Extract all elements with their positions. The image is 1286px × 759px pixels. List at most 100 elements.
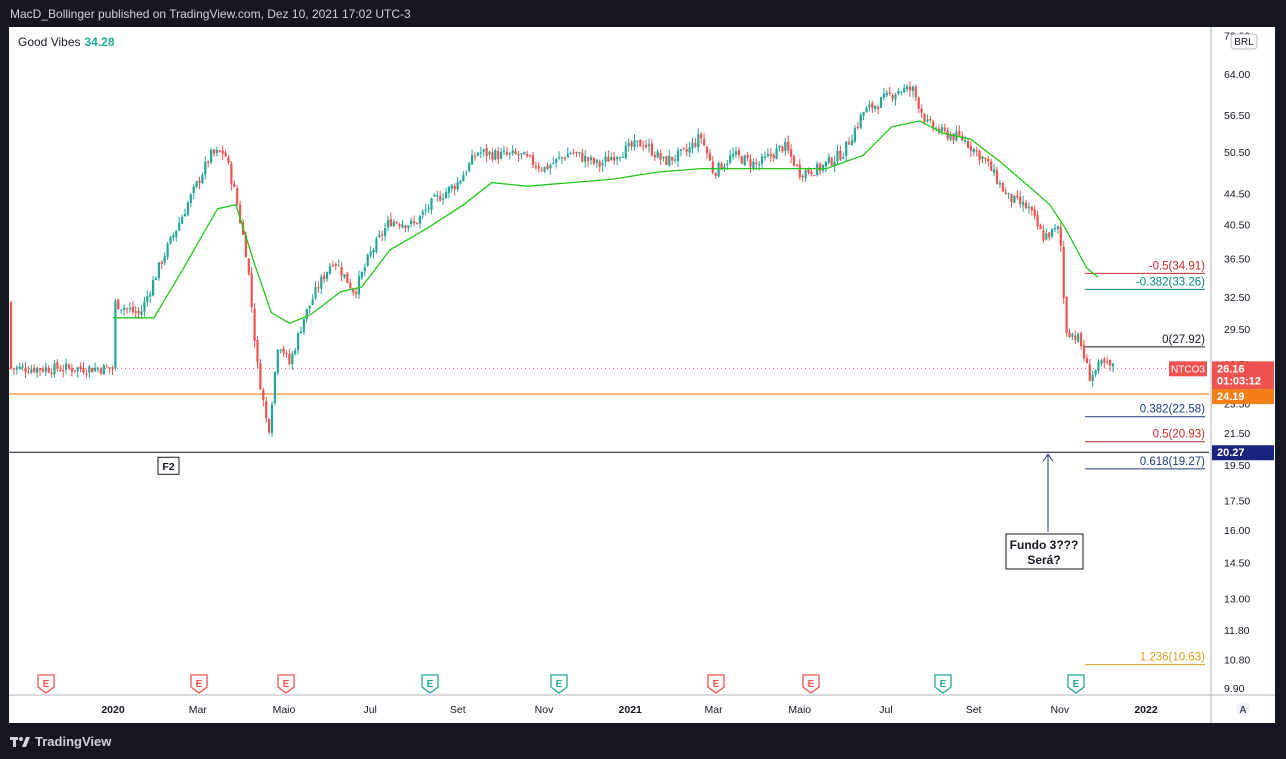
candle-body — [323, 275, 326, 280]
candle-body — [1059, 226, 1062, 246]
currency-badge[interactable]: BRL — [1230, 33, 1258, 50]
earnings-event-icon[interactable]: E — [1067, 674, 1085, 694]
candle-body — [360, 271, 363, 278]
auto-scale-button[interactable]: A — [1236, 702, 1250, 716]
auto-scale-bg — [1236, 702, 1250, 716]
candle-body — [433, 195, 436, 197]
candle-body — [972, 148, 975, 153]
fundo-note-box[interactable] — [1005, 533, 1084, 570]
earnings-event-icon[interactable]: E — [550, 674, 568, 694]
candle-body — [819, 163, 822, 172]
moving-average-line — [113, 120, 1099, 325]
candle-body — [276, 350, 279, 374]
candle-body — [207, 161, 210, 163]
candle-body — [778, 145, 781, 148]
candle-body — [1062, 247, 1065, 299]
candle-body — [836, 150, 839, 161]
candle-body — [502, 151, 506, 153]
candle-body — [291, 354, 294, 365]
candle-body — [511, 150, 514, 154]
candle-body — [613, 156, 616, 161]
earnings-marker — [802, 674, 820, 694]
candle-body — [500, 152, 503, 159]
candle-body — [1077, 334, 1080, 342]
candle-body — [462, 175, 465, 182]
candle-body — [587, 157, 590, 161]
candle-body — [33, 367, 36, 373]
candle-body — [589, 157, 593, 160]
candle-body — [253, 308, 256, 341]
earnings-event-icon[interactable]: E — [707, 674, 725, 694]
candle-body — [772, 154, 775, 159]
candle-body — [540, 169, 543, 171]
candle-body — [595, 159, 598, 163]
candle-body — [984, 158, 987, 160]
earnings-event-icon[interactable]: E — [421, 674, 439, 694]
y-tick-label: 13.00 — [1224, 593, 1250, 605]
candle-body — [73, 370, 76, 372]
price-chart[interactable]: 9.9010.8011.8013.0014.5016.0017.5019.502… — [9, 27, 1275, 723]
candle-body — [413, 221, 416, 223]
candle-body — [618, 157, 622, 159]
candle-body — [1016, 195, 1019, 198]
candle-body — [752, 161, 755, 169]
candle-body — [85, 373, 88, 375]
last-price-box-text: 26.16 — [1217, 363, 1245, 375]
candle-body — [674, 159, 677, 161]
candle-body — [401, 224, 404, 228]
y-tick-label: 17.50 — [1224, 496, 1250, 508]
y-tick-label: 64.00 — [1224, 69, 1250, 81]
candle-body — [688, 147, 691, 153]
candle-body — [607, 156, 610, 162]
candle-body — [314, 286, 317, 299]
candle-body — [212, 149, 216, 154]
candle-body — [1039, 225, 1042, 230]
candle-body — [15, 367, 18, 370]
candle-body — [317, 287, 320, 289]
y-tick-label: 9.90 — [1224, 683, 1245, 695]
candle-body — [157, 262, 160, 279]
candle-body — [949, 134, 952, 140]
earnings-event-icon[interactable]: E — [934, 674, 952, 694]
candle-body — [473, 156, 477, 158]
tradingview-logo[interactable]: TradingView — [10, 734, 111, 749]
candle-body — [79, 366, 82, 369]
y-tick-label: 32.50 — [1224, 292, 1250, 304]
candle-body — [91, 368, 94, 373]
candle-body — [250, 273, 253, 307]
candle-body — [723, 166, 726, 169]
candle-body — [1100, 360, 1103, 364]
earnings-marker-letter: E — [43, 679, 50, 690]
candle-body — [505, 152, 508, 155]
candle-body — [491, 152, 494, 160]
candle-body — [424, 209, 427, 211]
orange-level-box: 24.19 — [1212, 389, 1274, 405]
candle-body — [705, 146, 709, 154]
candle-body — [1030, 207, 1033, 211]
candle-body — [430, 198, 433, 211]
candle-body — [418, 215, 421, 224]
earnings-event-icon[interactable]: E — [37, 674, 55, 694]
candle-body — [703, 139, 706, 146]
candle-body — [137, 311, 140, 314]
candle-body — [459, 180, 462, 184]
candle-body — [758, 164, 761, 166]
candle-body — [273, 372, 276, 404]
candle-body — [1109, 360, 1112, 366]
candle-body — [679, 149, 682, 151]
candle-body — [488, 151, 491, 155]
candle-body — [940, 126, 943, 132]
earnings-marker — [707, 674, 725, 694]
y-tick-label: 36.50 — [1224, 254, 1250, 266]
candle-body — [134, 311, 137, 313]
candle-body — [993, 169, 996, 173]
earnings-event-icon[interactable]: E — [802, 674, 820, 694]
candle-body — [1022, 201, 1025, 206]
candle-body — [555, 158, 558, 163]
earnings-event-icon[interactable]: E — [190, 674, 208, 694]
f2-label-box — [157, 456, 180, 475]
candle-body — [357, 276, 361, 295]
earnings-event-icon[interactable]: E — [277, 674, 295, 694]
candle-body — [334, 264, 337, 266]
chart-area[interactable]: 9.90 10.80 11.80 13.00 14.50 16.00 17.50 19.50 2… — [9, 27, 1275, 723]
